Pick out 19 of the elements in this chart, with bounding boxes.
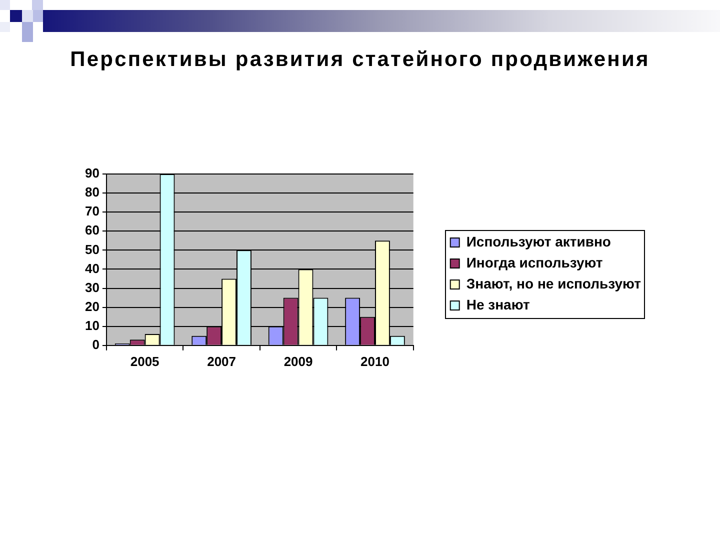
y-tick-label: 50	[84, 242, 100, 257]
legend-label: Используют активно	[466, 233, 611, 250]
x-tick-label: 2009	[284, 354, 313, 369]
x-tick-label: 2005	[130, 354, 160, 369]
legend-label: Иногда используют	[466, 254, 603, 270]
y-tick-label: 20	[84, 298, 100, 314]
x-tick-label: 2010	[360, 354, 390, 369]
chart-title: Перспективы развития статейного продвижения	[69, 48, 651, 72]
y-tick-label: 60	[84, 222, 100, 238]
y-tick-label: 10	[84, 318, 100, 333]
y-tick-label: 70	[84, 204, 100, 219]
x-tick-label: 2007	[207, 354, 236, 369]
y-tick-label: 90	[84, 166, 100, 181]
legend-label: Знают, но не используют	[466, 275, 642, 292]
y-tick-label: 30	[84, 280, 100, 295]
y-tick-label: 40	[84, 260, 100, 276]
y-tick-label: 80	[84, 184, 100, 200]
legend-label: Не знают	[466, 296, 530, 312]
y-tick-label: 0	[92, 336, 100, 352]
